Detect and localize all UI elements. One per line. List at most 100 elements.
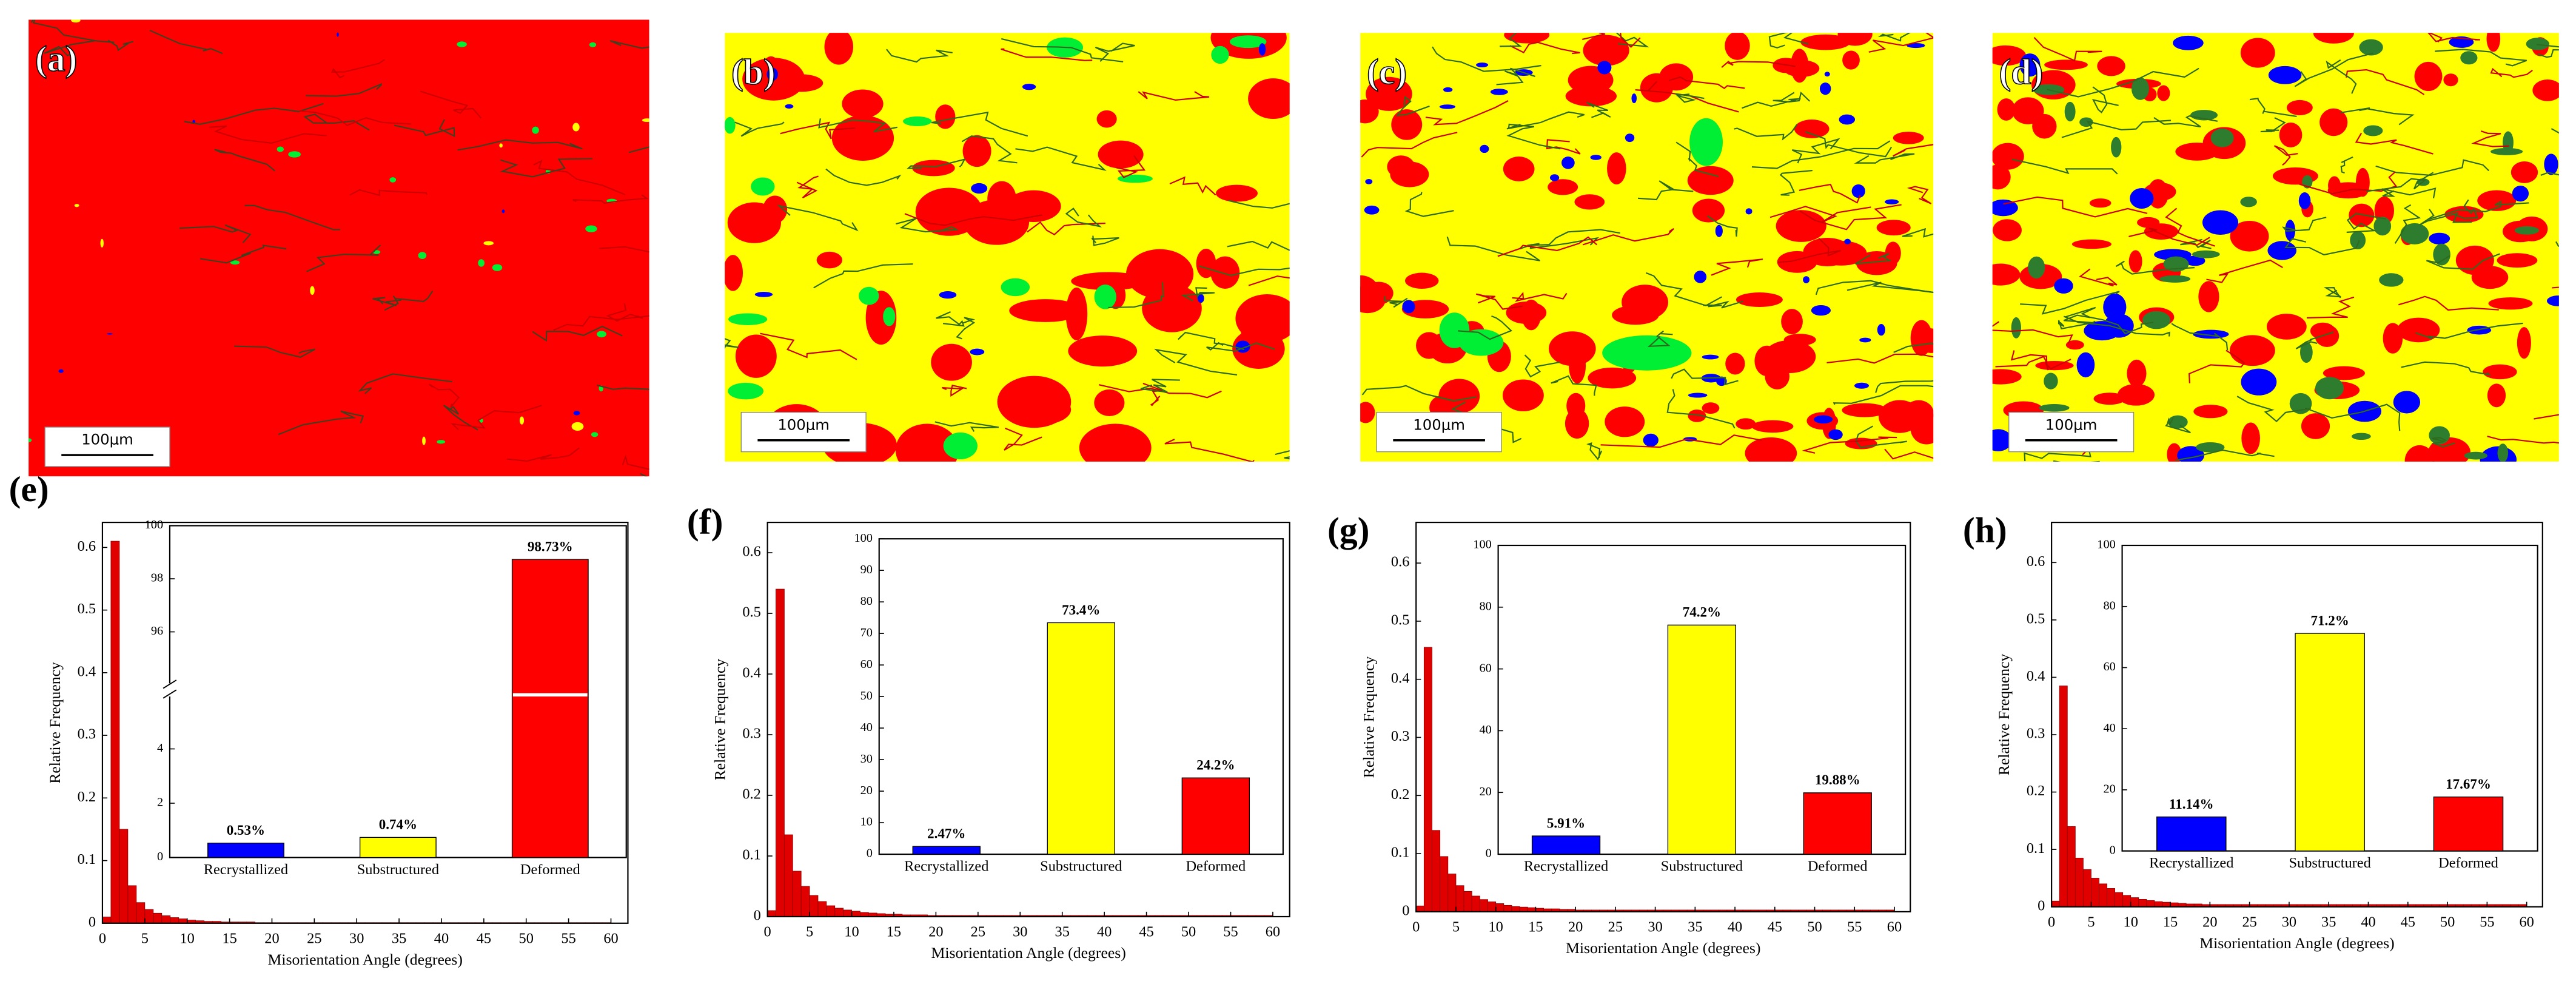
grain bbox=[1800, 34, 1851, 50]
grain bbox=[1569, 348, 1586, 384]
grain-boundary bbox=[1361, 385, 1477, 402]
grain bbox=[2266, 314, 2307, 340]
grain bbox=[1854, 382, 1870, 389]
histogram-bar bbox=[2122, 895, 2132, 908]
grain bbox=[1366, 76, 1412, 111]
grain bbox=[895, 423, 959, 462]
histogram-bar bbox=[1488, 901, 1497, 912]
grain-boundary bbox=[1425, 100, 1509, 126]
grain bbox=[1992, 263, 2021, 286]
grain-boundary bbox=[2180, 238, 2212, 249]
grain-boundary bbox=[1635, 81, 1739, 113]
grain bbox=[2097, 56, 2125, 76]
grain bbox=[2019, 53, 2041, 77]
grain bbox=[1777, 251, 1817, 273]
grain bbox=[29, 438, 32, 442]
inset-bar bbox=[2433, 796, 2504, 852]
category-label: Deformed bbox=[520, 861, 580, 878]
grain-boundary bbox=[599, 246, 649, 253]
histogram-bar bbox=[102, 917, 112, 924]
inset-y-tick-label: 80 bbox=[2103, 599, 2115, 612]
grain-boundary bbox=[2340, 156, 2353, 174]
grain bbox=[1360, 286, 1386, 314]
histogram-bar bbox=[2138, 899, 2147, 908]
value-label: 0.74% bbox=[379, 817, 417, 832]
x-axis-title: Misorientation Angle (degrees) bbox=[931, 944, 1125, 962]
grain bbox=[1803, 276, 1810, 283]
x-tick-label: 35 bbox=[1055, 924, 1070, 940]
grain-boundary bbox=[2490, 67, 2533, 78]
grain-boundary bbox=[107, 39, 134, 52]
x-tick-label: 10 bbox=[844, 924, 859, 940]
grain-boundary bbox=[936, 311, 965, 327]
ebsd-map bbox=[29, 19, 649, 477]
grain-boundary bbox=[597, 384, 649, 390]
grain bbox=[1643, 433, 1659, 447]
inset-bar bbox=[912, 846, 981, 855]
grain bbox=[2313, 33, 2354, 44]
inset-y-tick-label: 100 bbox=[2097, 538, 2115, 551]
grain bbox=[1842, 403, 1888, 417]
grain-boundary bbox=[1546, 139, 1581, 155]
grain-boundary bbox=[384, 290, 434, 311]
grain bbox=[1065, 287, 1088, 340]
y-tick-label: 0.2 bbox=[742, 786, 760, 803]
grain-boundary bbox=[886, 49, 953, 63]
histogram-bar bbox=[119, 829, 129, 924]
grain-boundary bbox=[1458, 315, 1512, 340]
grain bbox=[2093, 393, 2125, 405]
grain bbox=[418, 252, 427, 260]
grain-boundary bbox=[640, 473, 648, 477]
x-tick-label: 10 bbox=[2124, 914, 2138, 930]
grain bbox=[1022, 83, 1036, 90]
grain-boundary bbox=[1586, 101, 1611, 118]
y-tick-label: 0.5 bbox=[742, 604, 760, 621]
grain bbox=[1819, 83, 1831, 95]
inset-y-tick-label: 80 bbox=[860, 595, 873, 608]
grain-boundary bbox=[443, 405, 478, 431]
y-axis-title: Relative Frequency bbox=[711, 659, 729, 781]
grain bbox=[751, 177, 775, 196]
inset-y-tick-label: 4 bbox=[157, 741, 163, 755]
histogram-bar bbox=[1519, 906, 1528, 912]
map-label: (c) bbox=[1367, 52, 1407, 92]
grain bbox=[1490, 89, 1508, 95]
x-tick-label: 5 bbox=[141, 930, 149, 946]
grain-boundary bbox=[2236, 396, 2311, 423]
x-tick-label: 25 bbox=[2242, 914, 2256, 930]
x-tick-label: 55 bbox=[561, 930, 575, 946]
grain-boundary bbox=[394, 119, 455, 137]
inset-y-tick-label: 20 bbox=[1479, 785, 1491, 798]
grain bbox=[1736, 418, 1756, 430]
grain-boundary bbox=[2471, 130, 2509, 147]
grain-boundary bbox=[2294, 52, 2373, 87]
grain-boundary bbox=[1015, 146, 1107, 171]
grain bbox=[288, 151, 301, 158]
histogram-bar bbox=[1455, 885, 1464, 912]
grain bbox=[1565, 408, 1589, 439]
grain bbox=[735, 334, 777, 378]
ebsd-map bbox=[1992, 33, 2559, 462]
grain bbox=[1210, 256, 1240, 289]
grain-boundary bbox=[1582, 228, 1674, 246]
grain-boundary bbox=[1001, 38, 1124, 62]
grain-boundary bbox=[2426, 253, 2500, 270]
inset-y-tick-label: 0 bbox=[157, 850, 163, 863]
inset-y-tick-label: 100 bbox=[145, 518, 163, 531]
histogram-bar bbox=[161, 915, 171, 924]
grain-boundary bbox=[2451, 199, 2478, 220]
grain-boundary bbox=[1802, 436, 1897, 454]
grain bbox=[1828, 429, 1843, 440]
grain bbox=[1197, 294, 1204, 303]
grain-boundary bbox=[2061, 120, 2172, 138]
panel-label: (e) bbox=[9, 469, 49, 509]
grain-boundary bbox=[1637, 180, 1694, 201]
grain-boundary bbox=[1098, 384, 1222, 399]
grain-boundary bbox=[942, 384, 967, 397]
grain bbox=[2400, 223, 2429, 244]
grain-boundary bbox=[1027, 221, 1105, 236]
grain bbox=[2230, 220, 2269, 252]
inset-bar bbox=[1667, 624, 1737, 855]
x-tick-label: 35 bbox=[1688, 919, 1702, 935]
x-tick-label: 25 bbox=[971, 924, 985, 940]
